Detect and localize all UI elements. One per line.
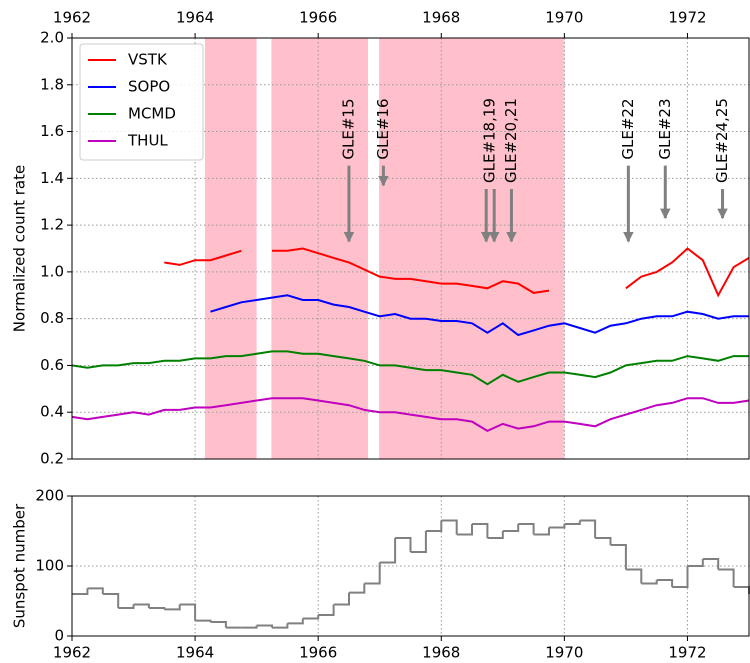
step-segment: [333, 592, 350, 606]
step-segment: [272, 623, 289, 629]
step-segment: [702, 558, 720, 570]
y-tick-label: 1.0: [40, 262, 64, 280]
step-segment: [656, 579, 674, 587]
step-segment: [72, 588, 89, 595]
step-segment: [102, 593, 120, 608]
step-segment: [733, 586, 750, 594]
series-line: [71, 397, 750, 433]
step-segment: [564, 520, 581, 525]
step-segment: [164, 604, 181, 611]
step-segment: [579, 519, 597, 538]
step-segment: [518, 523, 535, 535]
annotation-label: GLE#20,21: [502, 98, 520, 183]
annotation-label: GLE#18,19: [481, 98, 499, 183]
legend: VSTK SOPO MCMD THUL: [79, 43, 204, 161]
legend-label: THUL: [127, 132, 168, 150]
x-tick-label: 1964: [176, 644, 214, 662]
annotation-label: GLE#16: [374, 98, 392, 159]
y-tick-label: 200: [35, 487, 64, 505]
series-line: [210, 294, 749, 337]
x-tick-label: 1970: [545, 9, 583, 27]
step-segment: [410, 531, 427, 553]
x-tick-label: 1968: [422, 9, 460, 27]
step-segment: [133, 603, 150, 608]
step-segment: [610, 544, 627, 570]
y-tick-label: 0.8: [40, 309, 64, 327]
step-segment: [595, 537, 612, 545]
y-axis-label: Sunspot number: [11, 503, 29, 628]
shaded-span: [379, 38, 565, 459]
step-segment: [302, 615, 320, 620]
step-segment: [118, 604, 135, 609]
step-segment: [349, 583, 366, 594]
step-segment: [625, 568, 643, 584]
series-line: [164, 247, 750, 298]
step-segment: [195, 619, 212, 622]
step-segment: [210, 621, 227, 628]
step-segment: [364, 562, 381, 585]
y-tick-label: 1.6: [40, 122, 64, 140]
x-tick-label: 1972: [668, 644, 706, 662]
step-segment: [502, 524, 520, 532]
legend-label: MCMD: [128, 105, 176, 123]
step-segment: [148, 607, 166, 610]
step-segment: [687, 559, 704, 567]
annotation-label: GLE#22: [619, 98, 637, 159]
step-segment: [472, 523, 489, 538]
step-segment: [456, 524, 473, 536]
y-tick-label: 0.2: [40, 450, 64, 468]
series-line: [71, 350, 749, 386]
x-tick-label: 1966: [299, 9, 337, 27]
step-segment: [395, 537, 412, 552]
x-tick-label: 1966: [299, 644, 337, 662]
step-segment: [179, 603, 197, 621]
legend-box: [79, 43, 204, 161]
legend-label: VSTK: [128, 51, 168, 69]
y-tick-label: 1.4: [40, 169, 64, 187]
annotation-label: GLE#24,25: [713, 98, 731, 183]
step-segment: [318, 604, 335, 616]
annotation-label: GLE#23: [656, 98, 674, 159]
y-tick-label: 0.6: [40, 356, 64, 374]
y-axis-label: Normalized count rate: [11, 165, 29, 332]
x-tick-label: 1964: [176, 9, 214, 27]
step-segment: [87, 587, 104, 594]
x-tick-label: 1972: [668, 9, 706, 27]
x-tick-label: 1962: [53, 644, 91, 662]
step-segment: [533, 527, 550, 536]
step-segment: [718, 568, 735, 587]
plot-frame: [71, 495, 750, 637]
step-segment: [672, 566, 689, 588]
step-segment: [641, 580, 658, 585]
step-segment: [487, 531, 504, 539]
legend-label: SOPO: [128, 78, 170, 96]
y-tick-label: 0.4: [40, 403, 64, 421]
step-segment: [441, 519, 458, 535]
panel: 0 100 200 1962 1964 1966 1968 1970 1972 Sunspot n…: [11, 487, 750, 662]
shaded-span: [271, 38, 369, 459]
y-tick-label: 1.2: [40, 216, 64, 234]
y-tick-label: 0: [54, 627, 64, 645]
y-tick-label: 100: [35, 557, 64, 575]
x-tick-label: 1970: [545, 644, 583, 662]
x-tick-label: 1968: [422, 644, 460, 662]
annotation-label: GLE#15: [339, 98, 357, 159]
step-segment: [379, 538, 397, 564]
x-tick-label: 1962: [53, 9, 91, 27]
step-segment: [549, 524, 566, 529]
y-tick-label: 2.0: [40, 29, 64, 47]
y-tick-label: 1.8: [40, 75, 64, 93]
step-segment: [256, 624, 273, 628]
panel: 0.2 0.4 0.6 0.8 1.0 1.2 1.4 1.6 1.8 2.0 1962 1964 19…: [11, 9, 750, 468]
step-segment: [425, 520, 443, 532]
step-segment: [241, 625, 258, 629]
shaded-span: [204, 38, 257, 459]
step-segment: [287, 618, 304, 625]
plot-frame: [71, 37, 750, 460]
